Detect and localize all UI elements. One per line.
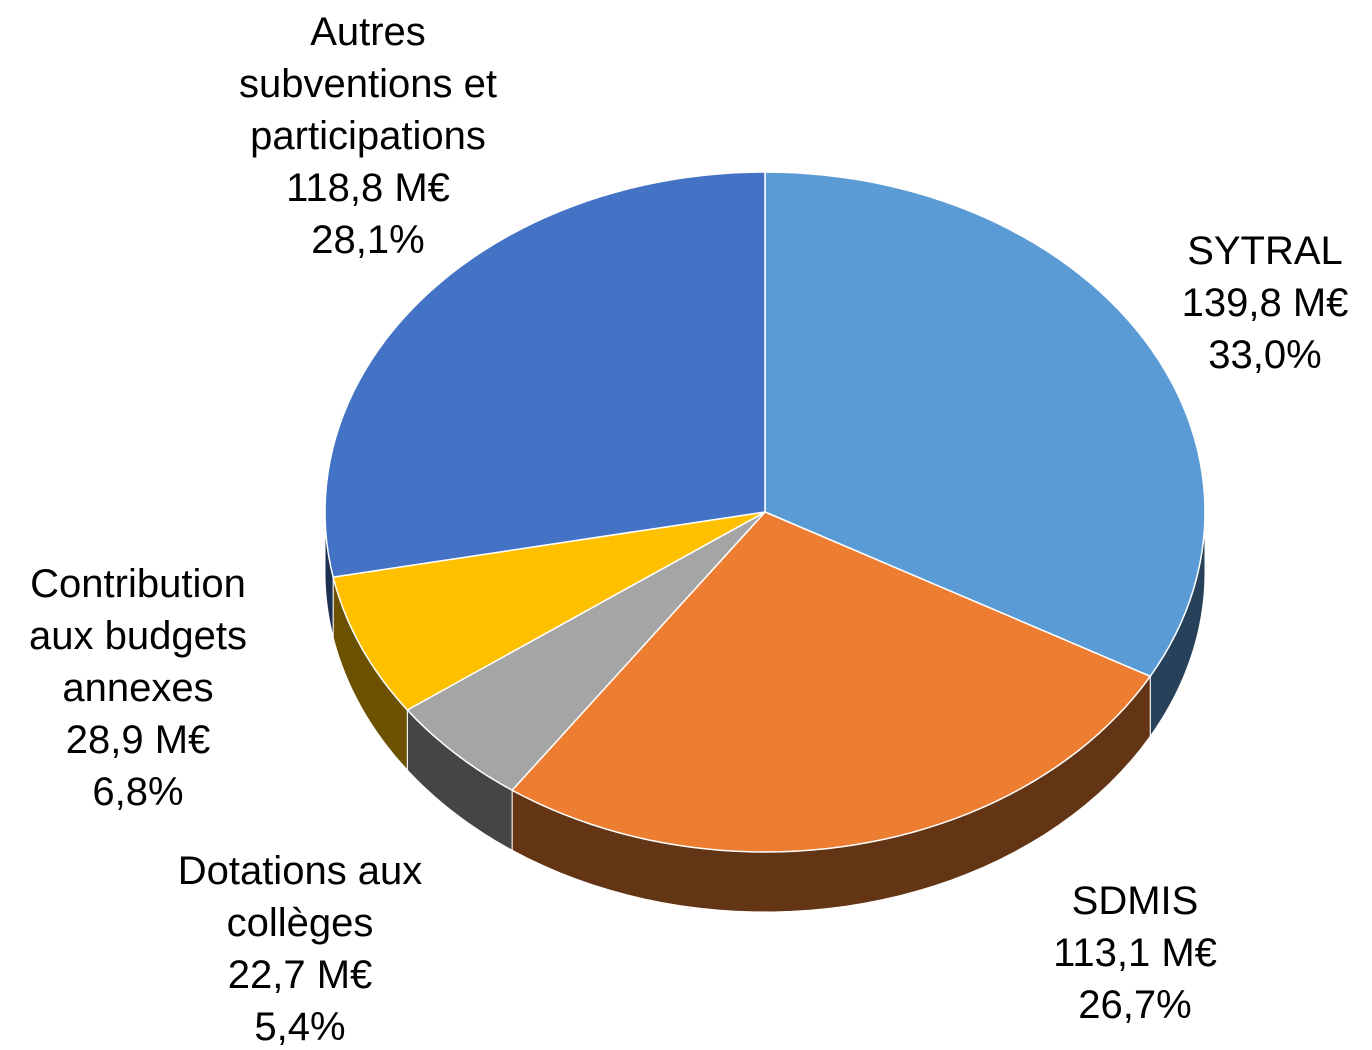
value-label: 22,7 M€ bbox=[227, 953, 373, 997]
percentage-label: 26,7% bbox=[1078, 983, 1192, 1027]
slice bbox=[764, 171, 1206, 678]
data-label: Autres subventions et participations 118,… bbox=[208, 6, 528, 266]
data-label: SYTRAL 139,8 M€ 33,0% bbox=[1145, 225, 1372, 381]
percentage-label: 28,1% bbox=[311, 218, 425, 262]
value-label: 113,1 M€ bbox=[1053, 931, 1217, 975]
category-label: Contribution aux budgets annexes bbox=[29, 562, 247, 710]
category-label: SYTRAL bbox=[1187, 229, 1343, 273]
category-label: SDMIS bbox=[1071, 879, 1199, 923]
slice bbox=[510, 511, 1152, 853]
percentage-label: 6,8% bbox=[92, 770, 184, 814]
slice bbox=[324, 171, 766, 578]
value-label: 139,8 M€ bbox=[1181, 281, 1349, 325]
value-label: 118,8 M€ bbox=[286, 166, 450, 210]
data-label: Dotations aux collèges 22,7 M€ 5,4% bbox=[150, 845, 450, 1050]
category-label: Autres subventions et participations bbox=[239, 10, 497, 158]
data-label: SDMIS 113,1 M€ 26,7% bbox=[1015, 875, 1255, 1031]
slice bbox=[406, 511, 766, 792]
value-label: 28,9 M€ bbox=[65, 718, 211, 762]
percentage-label: 33,0% bbox=[1208, 333, 1322, 377]
data-label: Contribution aux budgets annexes 28,9 M€ 6… bbox=[3, 558, 273, 818]
percentage-label: 5,4% bbox=[254, 1005, 346, 1049]
category-label: Dotations aux collèges bbox=[177, 849, 423, 945]
